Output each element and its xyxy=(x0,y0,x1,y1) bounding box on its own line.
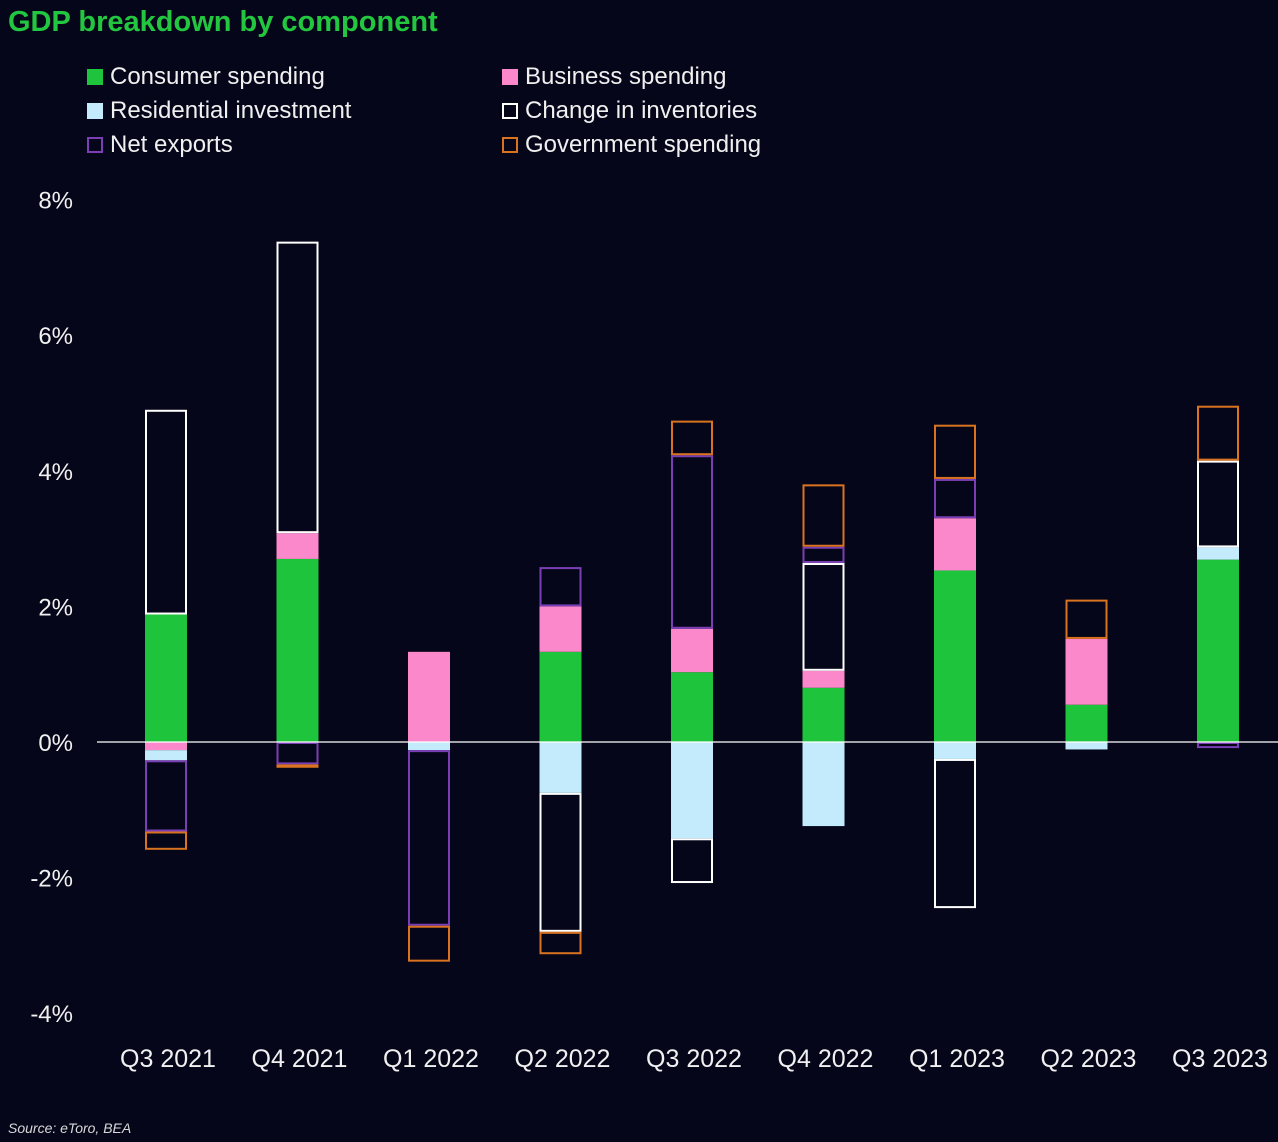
legend: Consumer spending Business spending Reside… xyxy=(87,62,847,158)
legend-swatch xyxy=(502,136,518,153)
x-tick-label: Q1 2022 xyxy=(383,1045,479,1073)
legend-label: Consumer spending xyxy=(110,62,325,90)
legend-label: Residential investment xyxy=(110,96,352,124)
legend-swatch xyxy=(87,136,103,153)
bar-segment xyxy=(539,567,582,607)
bar-segment xyxy=(1065,599,1108,639)
bar-segment xyxy=(1197,559,1239,742)
bar-segment xyxy=(1065,742,1108,750)
x-tick-label: Q1 2023 xyxy=(909,1045,1005,1073)
bar-segment xyxy=(671,838,713,884)
bar-segment xyxy=(276,764,319,768)
legend-swatch xyxy=(87,68,103,85)
bar-segment xyxy=(1197,460,1239,548)
legend-label: Net exports xyxy=(110,130,233,158)
bar-segment xyxy=(802,546,845,564)
bar-segment xyxy=(934,518,976,571)
bar-segment xyxy=(539,606,582,652)
bar-segment xyxy=(276,533,319,559)
y-tick-label: -4% xyxy=(30,1001,73,1028)
legend-item: Change in inventories xyxy=(502,96,847,124)
bar-segment xyxy=(539,651,582,742)
legend-item: Consumer spending xyxy=(87,62,502,90)
x-tick-label: Q3 2023 xyxy=(1172,1045,1268,1073)
bar-segment xyxy=(802,563,845,671)
bar-segment xyxy=(145,614,187,742)
bar-segment xyxy=(934,424,976,479)
y-tick-label: -2% xyxy=(30,866,73,893)
legend-swatch xyxy=(502,102,518,119)
bar-segment xyxy=(671,455,713,629)
bar-segment xyxy=(1197,405,1239,461)
bar-segment xyxy=(802,670,845,688)
y-tick-label: 8% xyxy=(38,188,73,215)
y-tick-label: 6% xyxy=(38,323,73,350)
x-tick-label: Q3 2022 xyxy=(646,1045,742,1073)
bar-segment xyxy=(276,558,319,742)
source-note: Source: eToro, BEA xyxy=(8,1120,132,1136)
x-tick-label: Q2 2022 xyxy=(515,1045,611,1073)
bar-segment xyxy=(1197,547,1239,560)
bar-segment xyxy=(408,651,450,742)
bar-segment xyxy=(145,750,187,761)
bar-segment xyxy=(145,831,187,850)
bar-segment xyxy=(276,241,319,534)
bar-segment xyxy=(671,672,713,742)
bar-segment xyxy=(1065,704,1108,742)
bar-segment xyxy=(934,478,976,519)
bar-segment xyxy=(671,628,713,673)
legend-item: Residential investment xyxy=(87,96,502,124)
bar-segment xyxy=(802,687,845,742)
legend-label: Change in inventories xyxy=(525,96,758,124)
bar-segment xyxy=(1065,638,1108,705)
bar-segment xyxy=(934,758,976,909)
bar-segment xyxy=(408,750,450,926)
x-tick-label: Q4 2021 xyxy=(252,1045,348,1073)
bar-segment xyxy=(802,484,845,547)
bar-segment xyxy=(539,742,582,793)
legend-item: Government spending xyxy=(502,130,847,158)
bar-segment xyxy=(408,925,450,962)
bar-segment xyxy=(276,742,319,765)
legend-swatch xyxy=(87,102,103,119)
bar-segment xyxy=(934,742,976,759)
y-tick-label: 2% xyxy=(38,594,73,621)
bar-segment xyxy=(145,409,187,615)
bar-segment xyxy=(1197,742,1239,749)
x-tick-label: Q2 2023 xyxy=(1041,1045,1137,1073)
x-tick-label: Q4 2022 xyxy=(778,1045,874,1073)
bar-segment xyxy=(934,570,976,742)
chart-title: GDP breakdown by component xyxy=(8,6,438,38)
bar-segment xyxy=(145,742,187,751)
legend-item: Net exports xyxy=(87,130,502,158)
legend-label: Government spending xyxy=(525,130,762,158)
bar-segment xyxy=(671,420,713,456)
y-tick-label: 4% xyxy=(38,459,73,486)
bar-segment xyxy=(145,760,187,832)
x-tick-label: Q3 2021 xyxy=(120,1045,216,1073)
bar-segment xyxy=(802,742,845,827)
legend-label: Business spending xyxy=(525,62,727,90)
bar-segment xyxy=(539,931,582,955)
bar-segment xyxy=(671,742,713,839)
legend-item: Business spending xyxy=(502,62,847,90)
y-tick-label: 0% xyxy=(38,730,73,757)
bar-segment xyxy=(539,792,582,932)
legend-swatch xyxy=(502,68,518,85)
bar-segment xyxy=(408,742,450,751)
